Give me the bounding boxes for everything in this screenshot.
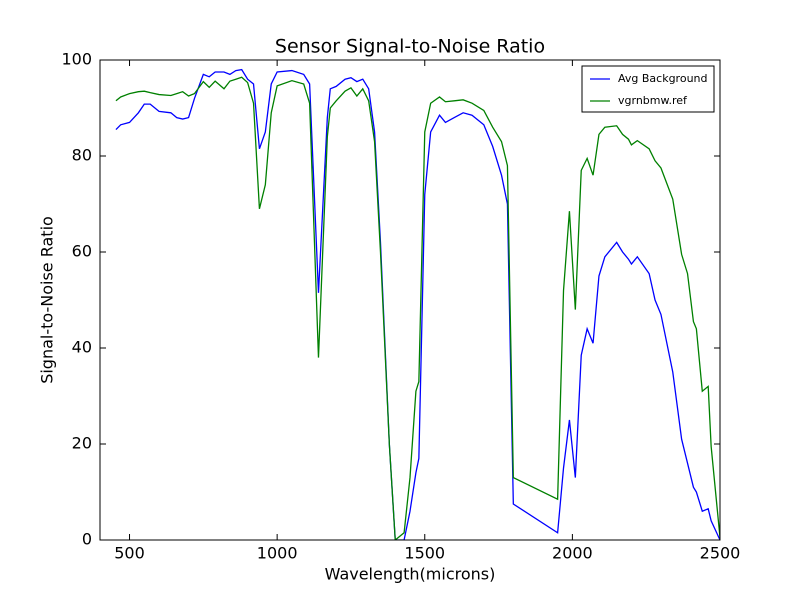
series-line	[115, 76, 720, 540]
y-axis-label: Signal-to-Noise Ratio	[38, 216, 57, 384]
x-tick-label: 500	[114, 544, 145, 563]
y-tick-label: 40	[72, 338, 92, 357]
x-tick-label: 1500	[404, 544, 445, 563]
y-tick-label: 100	[61, 50, 92, 69]
legend-box	[581, 65, 715, 113]
x-tick-label: 2500	[700, 544, 741, 563]
y-tick-label: 20	[72, 434, 92, 453]
y-tick-label: 80	[72, 146, 92, 165]
x-axis-label: Wavelength(microns)	[325, 565, 496, 584]
legend-label: vgrnbmw.ref	[618, 94, 688, 107]
series-line	[115, 68, 720, 540]
x-tick-label: 2000	[552, 544, 593, 563]
legend-label: Avg Background	[618, 72, 708, 85]
x-tick-label: 1000	[257, 544, 298, 563]
y-tick-label: 60	[72, 242, 92, 261]
y-tick-label: 0	[82, 530, 92, 549]
plot-frame	[99, 59, 721, 541]
chart-title: Sensor Signal-to-Noise Ratio	[275, 36, 545, 58]
